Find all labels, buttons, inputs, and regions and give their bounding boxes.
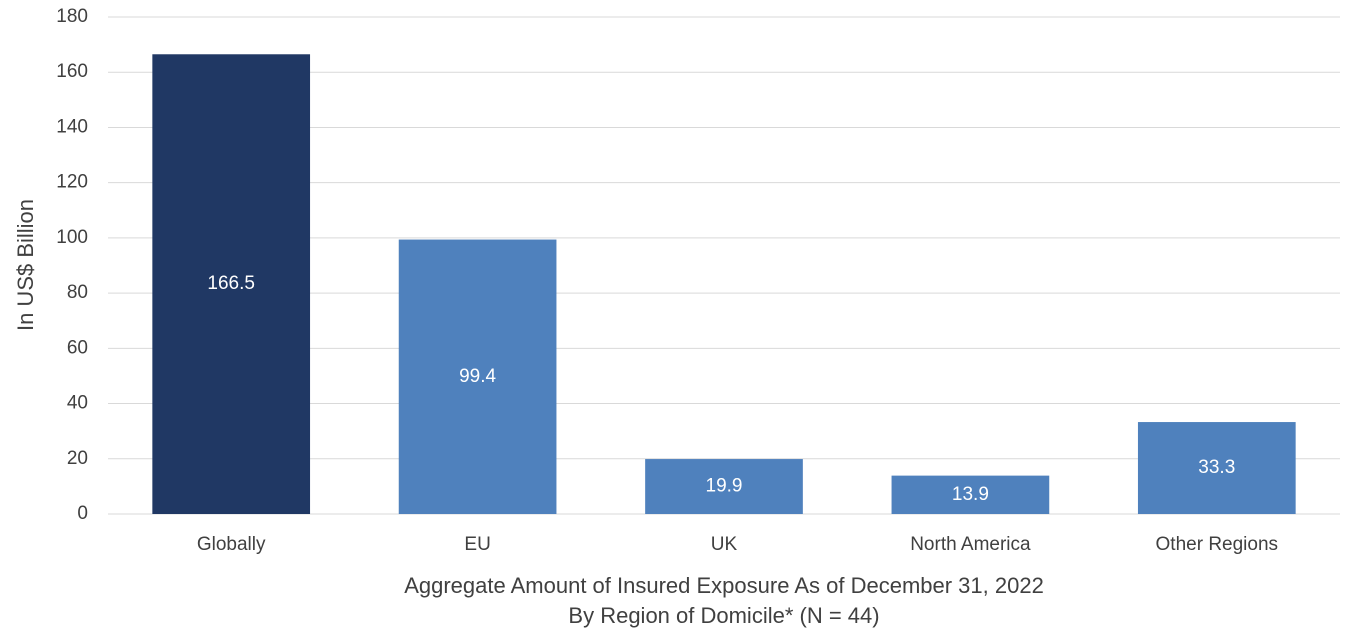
bar bbox=[645, 459, 803, 514]
y-tick-label: 120 bbox=[56, 172, 88, 193]
x-tick-label: North America bbox=[910, 534, 1031, 555]
y-tick-label: 160 bbox=[56, 61, 88, 82]
bar bbox=[891, 475, 1050, 514]
x-tick-label: UK bbox=[711, 534, 738, 555]
y-tick-label: 180 bbox=[56, 6, 88, 27]
x-axis-label: By Region of Domicile* (N = 44) bbox=[568, 603, 879, 628]
bar bbox=[152, 54, 311, 515]
y-tick-label: 0 bbox=[77, 503, 88, 524]
y-tick-label: 60 bbox=[67, 337, 88, 358]
y-tick-label: 100 bbox=[56, 227, 88, 248]
data-label: 166.5 bbox=[207, 273, 255, 294]
y-tick-label: 40 bbox=[67, 393, 88, 414]
x-tick-label: Other Regions bbox=[1156, 534, 1279, 555]
data-label: 19.9 bbox=[706, 476, 743, 497]
bar bbox=[1137, 422, 1296, 514]
data-label: 13.9 bbox=[952, 484, 989, 505]
y-tick-label: 20 bbox=[67, 448, 88, 469]
y-tick-label: 140 bbox=[56, 116, 88, 137]
data-label: 33.3 bbox=[1198, 457, 1235, 478]
bar bbox=[398, 239, 557, 514]
data-label: 99.4 bbox=[459, 366, 496, 387]
x-axis-label: Aggregate Amount of Insured Exposure As … bbox=[404, 573, 1044, 598]
y-axis-label: In US$ Billion bbox=[13, 199, 38, 331]
y-tick-label: 80 bbox=[67, 282, 88, 303]
x-tick-label: Globally bbox=[197, 534, 266, 555]
x-tick-label: EU bbox=[464, 534, 490, 555]
